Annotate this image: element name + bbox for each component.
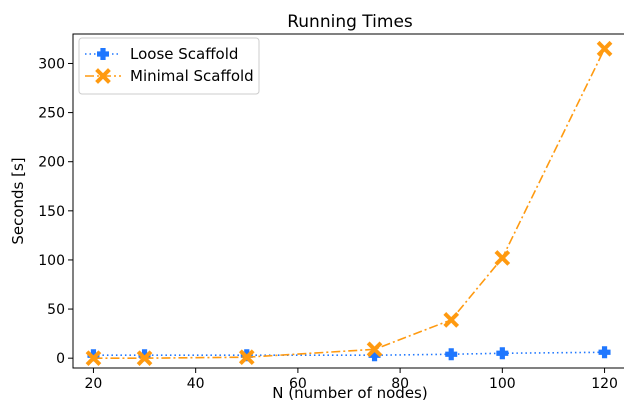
y-tick-label: 300: [38, 56, 65, 72]
x-tick-label: 100: [489, 376, 516, 392]
legend-marker-minimal-scaffold: [95, 68, 111, 84]
x-tick-label: 80: [391, 376, 409, 392]
plot-marks: [85, 40, 613, 367]
data-point-minimal-scaffold: [85, 350, 102, 367]
series-line-minimal-scaffold: [93, 48, 606, 359]
y-tick-label: 150: [38, 204, 65, 220]
y-tick-label: 200: [38, 155, 65, 171]
data-point-loose-scaffold: [598, 346, 611, 359]
series-line-loose-scaffold: [93, 351, 605, 357]
chart-title: Running Times: [287, 12, 413, 32]
legend-label-minimal-scaffold: Minimal Scaffold: [130, 67, 254, 85]
data-point-minimal-scaffold: [494, 250, 511, 266]
data-point-loose-scaffold: [87, 349, 100, 362]
data-point-minimal-scaffold: [366, 341, 383, 358]
legend: Loose Scaffold Minimal Scaffold: [78, 37, 260, 95]
data-point-loose-scaffold: [496, 347, 509, 360]
data-point-loose-scaffold: [138, 349, 151, 362]
legend-label-loose-scaffold: Loose Scaffold: [130, 45, 238, 63]
legend-box: [78, 37, 260, 95]
data-point-loose-scaffold: [445, 348, 458, 361]
data-point-minimal-scaffold: [238, 349, 255, 366]
plot-frame: [72, 33, 624, 369]
y-axis-label: Seconds [s]: [9, 157, 27, 244]
data-point-minimal-scaffold: [443, 312, 460, 328]
x-tick-label: 20: [85, 376, 103, 392]
x-tick-label: 120: [591, 376, 618, 392]
x-tick-label: 60: [289, 376, 307, 392]
y-tick-label: 0: [56, 351, 65, 367]
data-point-minimal-scaffold: [596, 40, 613, 57]
x-axis-label: N (number of nodes): [272, 384, 427, 402]
x-tick-label: 40: [187, 376, 205, 392]
legend-marker-loose-scaffold: [97, 48, 109, 60]
y-axis-ticks: 0 50 100 150 200 250 300: [38, 56, 73, 367]
data-point-minimal-scaffold: [136, 350, 153, 367]
y-tick-label: 50: [47, 302, 65, 318]
y-tick-label: 100: [38, 253, 65, 269]
data-point-loose-scaffold: [368, 349, 381, 362]
x-axis-ticks: 20 40 60 80 100 120: [85, 368, 618, 392]
y-tick-label: 250: [38, 106, 65, 122]
